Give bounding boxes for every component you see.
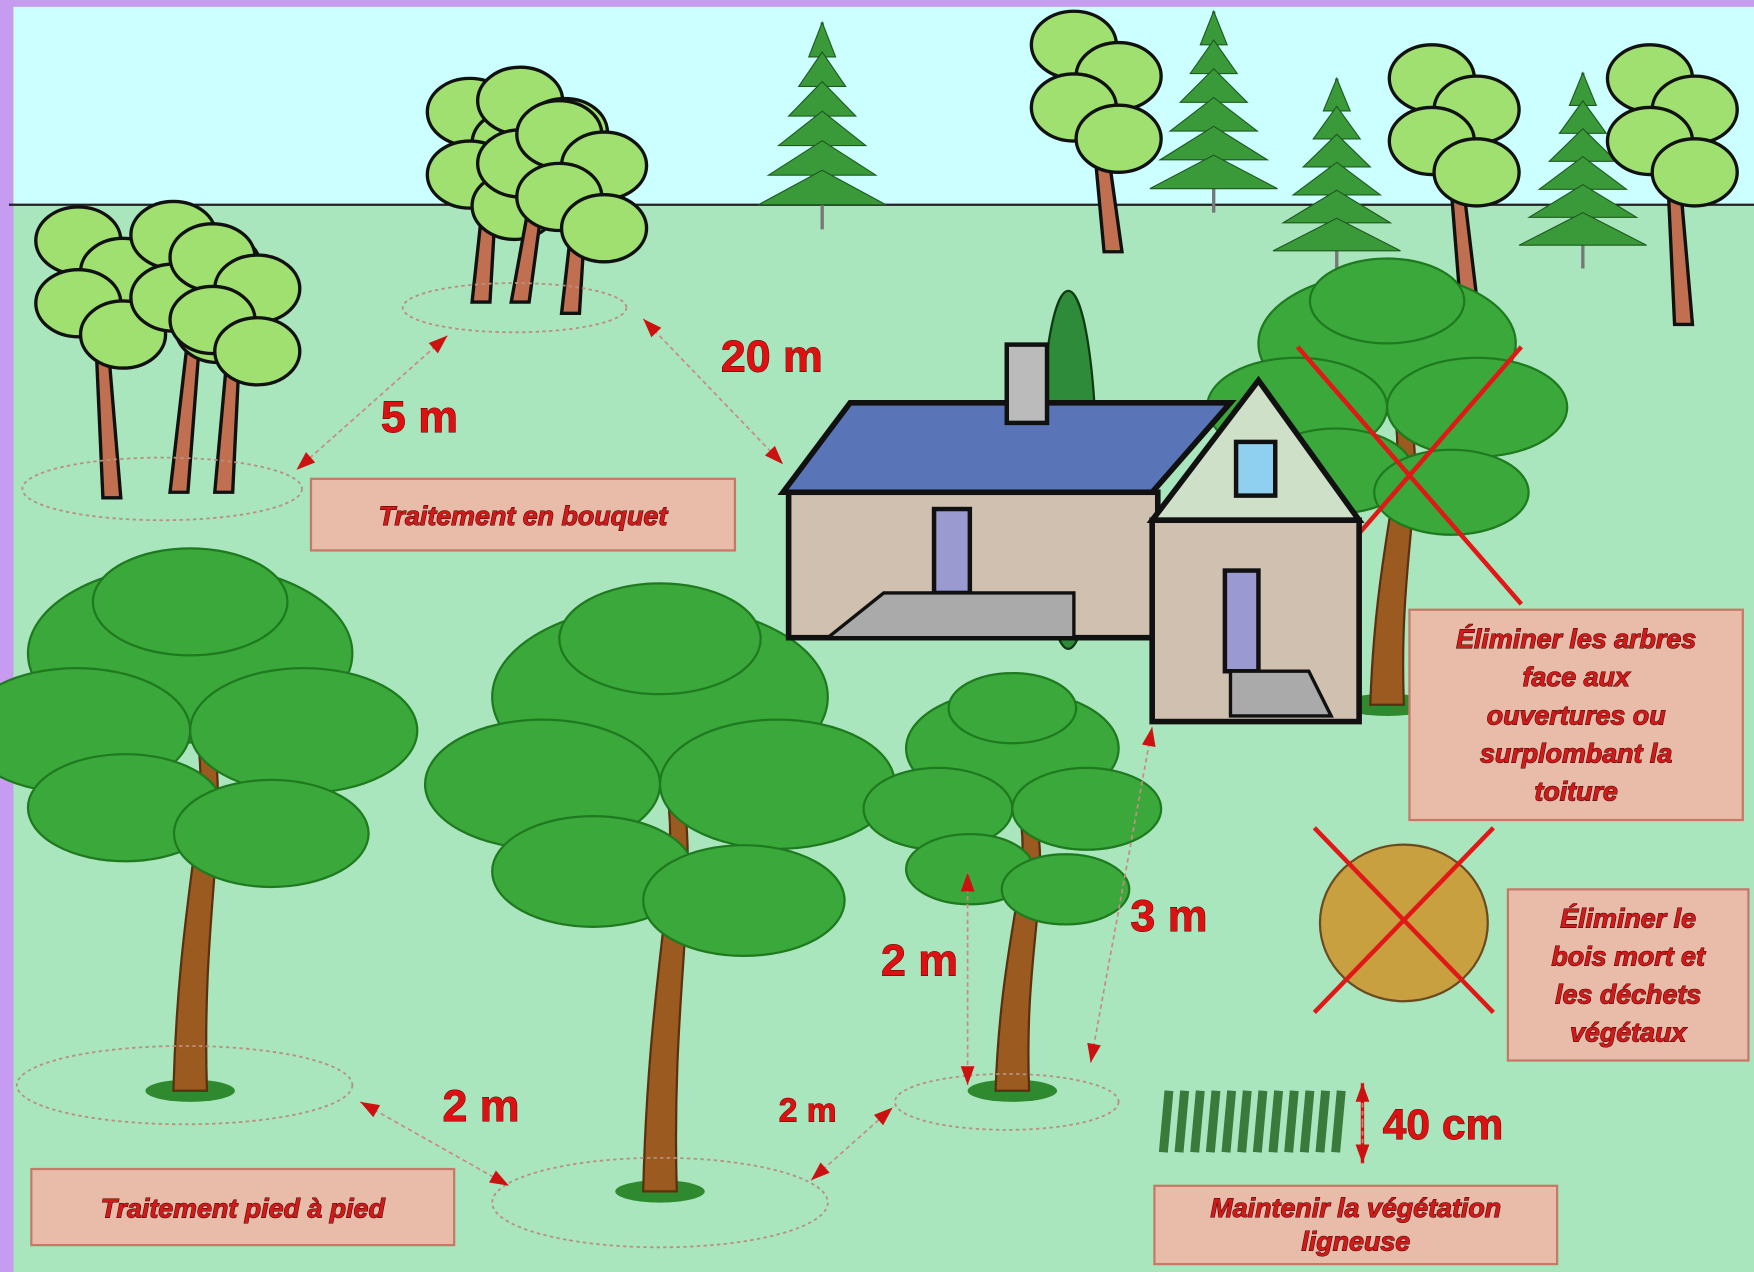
left-border [0,0,13,1272]
box-text: Traitement en bouquet [379,501,669,531]
crown [1002,854,1130,924]
shrub [1320,1091,1326,1153]
distance-label: 2 m [442,1081,519,1131]
distance-label: 2 m [779,1092,837,1129]
box-text: surplombant la [1480,738,1672,768]
box-text: Maintenir la végétation [1210,1193,1501,1223]
box-text: ligneuse [1301,1226,1410,1256]
crown-lobe [1434,139,1519,206]
distance-label: 2 m [881,936,958,986]
distance-label: 20 m [721,331,823,381]
label-box: Traitement en bouquet [311,479,735,551]
top-border [0,0,1754,7]
box-text: bois mort et [1551,941,1706,971]
crown [643,845,844,956]
crown [174,780,369,887]
scene: 20 m 5 m 3 m 2 m 2 m 2 m 40 cm Traitement en bo… [0,0,1754,1272]
label-box: Traitement pied à pied [31,1169,454,1245]
box-text: Éliminer le [1560,902,1696,933]
crown [1012,768,1161,850]
shrub [1336,1091,1342,1153]
distance-label: 5 m [381,392,458,442]
box-text: toiture [1534,776,1618,806]
box-text: les déchets [1555,979,1701,1009]
box-text: Traitement pied à pied [101,1194,386,1224]
crown-lobe [1076,105,1161,172]
crown [1310,259,1464,344]
crown [190,668,417,793]
shrub [1226,1091,1232,1153]
crown-lobe [1652,139,1737,206]
crown [1387,358,1567,457]
shrub [1179,1091,1185,1153]
box-text: Éliminer les arbres [1456,623,1696,654]
box-text: ouvertures ou [1487,700,1666,730]
box-text: face aux [1522,662,1630,692]
page: {"distances": ["20 m", "5 m", "3 m", "2 … [0,0,1754,1272]
crown [660,720,895,849]
distance-label: 3 m [1130,891,1207,941]
distance-label: 40 cm [1383,1102,1504,1149]
shrub [1304,1091,1310,1153]
crown-lobe [562,195,647,262]
crown [93,548,288,655]
shrub [1163,1091,1169,1153]
label-box: Éliminer les arbres face aux ouvertures ou… [1409,610,1742,820]
label-box: Éliminer le bois mort et les déchets végéta… [1508,889,1749,1060]
shrub [1289,1091,1295,1153]
box-text: végétaux [1570,1017,1687,1047]
crown-lobe [215,318,300,385]
shrub [1210,1091,1216,1153]
shrub [1273,1091,1279,1153]
shrub [1257,1091,1263,1153]
shrub [1242,1091,1248,1153]
crown [949,673,1077,743]
crown [559,583,760,694]
shrub [1195,1091,1201,1153]
